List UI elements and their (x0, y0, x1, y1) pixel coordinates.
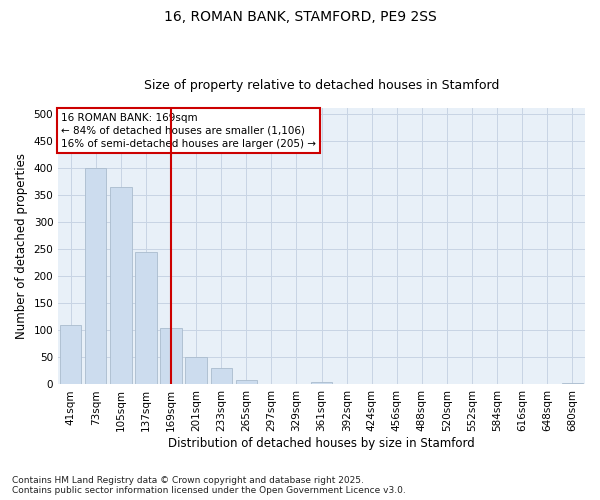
Bar (185, 358, 207, 384)
Bar (236, 380, 257, 384)
Bar (211, 368, 232, 384)
Text: 16 ROMAN BANK: 169sqm
← 84% of detached houses are smaller (1,106)
16% of semi-d: 16 ROMAN BANK: 169sqm ← 84% of detached … (61, 112, 316, 149)
Bar (110, 187, 131, 384)
Title: Size of property relative to detached houses in Stamford: Size of property relative to detached ho… (144, 79, 499, 92)
Text: 16, ROMAN BANK, STAMFORD, PE9 2SS: 16, ROMAN BANK, STAMFORD, PE9 2SS (164, 10, 436, 24)
Bar (85, 168, 106, 384)
Y-axis label: Number of detached properties: Number of detached properties (15, 154, 28, 340)
Bar (311, 382, 332, 384)
X-axis label: Distribution of detached houses by size in Stamford: Distribution of detached houses by size … (168, 437, 475, 450)
Bar (136, 252, 157, 384)
Text: Contains HM Land Registry data © Crown copyright and database right 2025.
Contai: Contains HM Land Registry data © Crown c… (12, 476, 406, 495)
Bar (60, 325, 82, 384)
Bar (160, 328, 182, 384)
